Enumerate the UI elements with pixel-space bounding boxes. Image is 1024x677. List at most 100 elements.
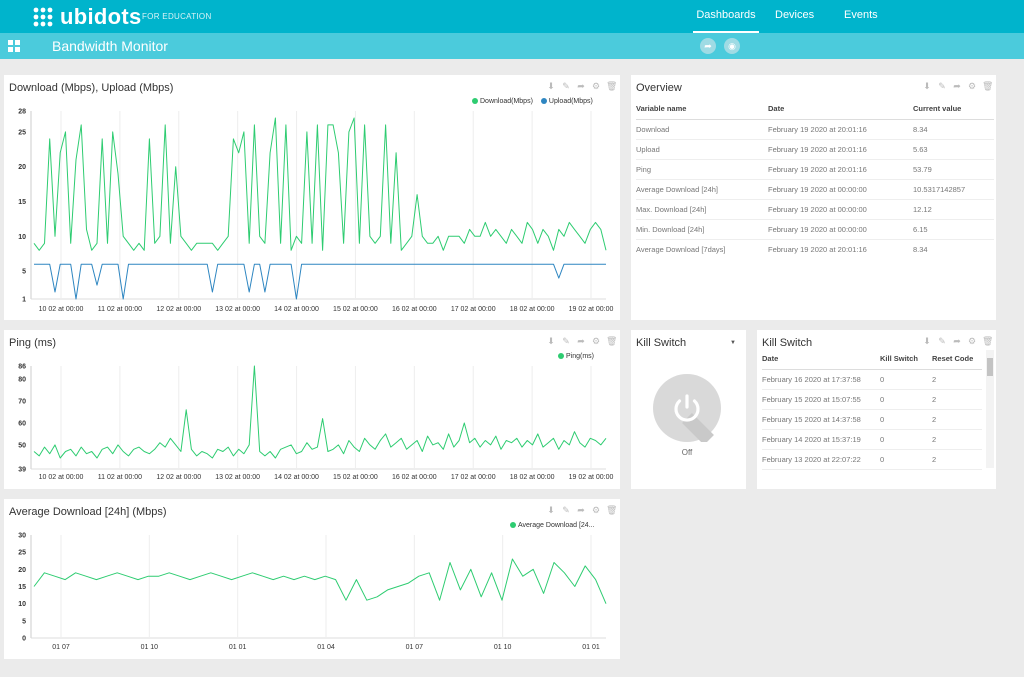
download-icon[interactable]: ⬇ [923, 336, 931, 346]
chart-legend: Average Download [24... [510, 522, 595, 529]
settings-icon[interactable]: ⚙ [967, 336, 977, 346]
edit-icon[interactable]: ✎ [562, 81, 570, 91]
settings-icon[interactable]: ⚙ [591, 336, 601, 346]
caret-down-icon[interactable]: ▼ [730, 340, 736, 346]
cell-value: 8.34 [913, 119, 994, 140]
cell-date: February 15 2020 at 15:07:55 [762, 389, 880, 410]
y-tick-label: 20 [18, 164, 26, 171]
logo-subtitle: FOR EDUCATION [142, 12, 212, 21]
y-tick-label: 10 [18, 234, 26, 241]
table-row: Max. Download [24h] February 19 2020 at 0… [636, 199, 994, 220]
x-tick-label: 10 02 at 00:00 [39, 474, 84, 481]
x-tick-label: 01 01 [229, 644, 247, 651]
overview-widget: Overview ⬇ ✎ ➦ ⚙ 🗑 Variable name Date Curren… [631, 75, 996, 320]
legend-item[interactable]: Average Download [24... [510, 522, 595, 529]
x-tick-label: 19 02 at 00:00 [569, 474, 614, 481]
cell-kill: 0 [880, 429, 932, 450]
cell-value: 6.15 [913, 219, 994, 240]
settings-icon[interactable]: ⚙ [591, 505, 601, 515]
edit-icon[interactable]: ✎ [938, 81, 946, 91]
widget-toolbar: ⬇ ✎ ➦ ⚙ 🗑 [922, 336, 994, 346]
y-tick-label: 15 [18, 584, 26, 591]
trash-icon[interactable]: 🗑 [982, 81, 994, 91]
legend-item[interactable]: Upload(Mbps) [540, 98, 593, 105]
share-icon[interactable]: ➦ [577, 81, 585, 91]
nav-devices[interactable]: Devices [775, 9, 815, 21]
series-line [34, 263, 606, 300]
grid-icon[interactable] [8, 40, 20, 52]
nav-events[interactable]: Events [844, 9, 878, 21]
edit-icon[interactable]: ✎ [562, 336, 570, 346]
x-tick-label: 16 02 at 00:00 [392, 306, 437, 313]
switch-state-label: Off [681, 448, 693, 457]
x-tick-label: 11 02 at 00:00 [98, 306, 142, 313]
settings-icon[interactable]: ⚙ [591, 81, 601, 91]
cell-reset: 2 [932, 369, 982, 390]
cell-kill: 0 [880, 449, 932, 470]
cell-date: February 13 2020 at 22:07:22 [762, 449, 880, 470]
cell-kill: 0 [880, 369, 932, 390]
column-header: Current value [913, 99, 994, 120]
table-row: Download February 19 2020 at 20:01:16 8.34 [636, 119, 994, 140]
share-icon[interactable]: ➦ [953, 336, 961, 346]
y-tick-label: 28 [18, 109, 26, 116]
share-icon[interactable]: ➦ [577, 336, 585, 346]
series-line [33, 558, 607, 604]
download-icon[interactable]: ⬇ [547, 81, 555, 91]
download-icon[interactable]: ⬇ [547, 505, 555, 515]
share-icon[interactable]: ➦ [953, 81, 961, 91]
y-tick-label: 80 [18, 377, 26, 384]
scrollbar-thumb[interactable] [987, 358, 993, 376]
widget-title: Ping (ms) [9, 337, 57, 349]
x-tick-label: 01 10 [141, 644, 159, 651]
table-row: February 15 2020 at 14:37:58 0 2 [762, 409, 982, 430]
x-tick-label: 15 02 at 00:00 [333, 474, 378, 481]
widget-title: Average Download [24h] (Mbps) [9, 506, 167, 518]
x-tick-label: 10 02 at 00:00 [39, 306, 84, 313]
x-tick-label: 18 02 at 00:00 [510, 474, 555, 481]
trash-icon[interactable]: 🗑 [606, 336, 618, 346]
download-icon[interactable]: ⬇ [923, 81, 931, 91]
column-header: Date [768, 99, 913, 120]
cell-value: 10.5317142857 [913, 179, 994, 200]
legend-item[interactable]: Download(Mbps) [472, 98, 533, 105]
x-tick-label: 18 02 at 00:00 [510, 306, 555, 313]
avg-download-chart: 0 5 10 15 20 25 30 01 07 01 10 01 01 01 04 01 07 01 … [18, 533, 607, 651]
lock-icon[interactable]: ◉ [724, 38, 740, 54]
download-icon[interactable]: ⬇ [547, 336, 555, 346]
table-row: Average Download [7days] February 19 2020… [636, 239, 994, 259]
x-tick-label: 01 07 [52, 644, 70, 651]
scrollbar[interactable] [986, 350, 994, 468]
table-row: Upload February 19 2020 at 20:01:16 5.63 [636, 139, 994, 160]
edit-icon[interactable]: ✎ [938, 336, 946, 346]
share-icon[interactable]: ➦ [700, 38, 716, 54]
cell-kill: 0 [880, 409, 932, 430]
power-switch[interactable] [653, 374, 721, 445]
share-icon[interactable]: ➦ [577, 505, 585, 515]
trash-icon[interactable]: 🗑 [606, 505, 618, 515]
trash-icon[interactable]: 🗑 [606, 81, 618, 91]
chart-legend: Download(Mbps) Upload(Mbps) [472, 98, 593, 105]
table-row: Ping February 19 2020 at 20:01:16 53.79 [636, 159, 994, 180]
cell-variable: Min. Download [24h] [636, 219, 768, 240]
ping-chart: 39 50 60 70 80 86 10 02 at 00:00 11 02 at 00:00… [18, 364, 614, 482]
widget-toolbar: ⬇ ✎ ➦ ⚙ 🗑 [546, 505, 618, 515]
chart-legend: Ping(ms) [558, 353, 594, 360]
cell-variable: Ping [636, 159, 768, 180]
cell-date: February 19 2020 at 00:00:00 [768, 179, 913, 200]
settings-icon[interactable]: ⚙ [967, 81, 977, 91]
y-tick-label: 10 [18, 601, 26, 608]
trash-icon[interactable]: 🗑 [982, 336, 994, 346]
table-row: February 16 2020 at 17:37:58 0 2 [762, 369, 982, 390]
dashboard-title[interactable]: Bandwidth Monitor [52, 38, 168, 54]
logo[interactable]: ubidots [32, 4, 142, 30]
cell-date: February 14 2020 at 15:37:19 [762, 429, 880, 450]
edit-icon[interactable]: ✎ [562, 505, 570, 515]
x-tick-label: 14 02 at 00:00 [274, 306, 319, 313]
nav-dashboards[interactable]: Dashboards [693, 0, 759, 33]
legend-item[interactable]: Ping(ms) [558, 353, 594, 360]
widget-toolbar: ⬇ ✎ ➦ ⚙ 🗑 [546, 81, 618, 91]
x-tick-label: 12 02 at 00:00 [156, 474, 201, 481]
table-row: February 14 2020 at 15:37:19 0 2 [762, 429, 982, 450]
x-tick-label: 17 02 at 00:00 [451, 306, 496, 313]
